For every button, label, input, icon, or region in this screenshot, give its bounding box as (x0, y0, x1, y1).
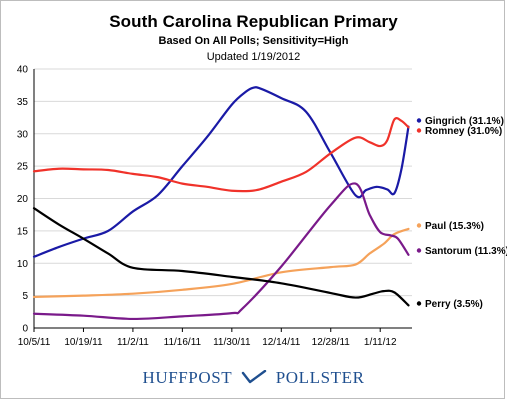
x-tick-label: 10/19/11 (64, 337, 103, 348)
legend-label-romney: Romney (31.0%) (425, 126, 502, 137)
pollster-check-icon (241, 369, 267, 389)
x-tick-label: 1/11/12 (364, 337, 397, 348)
legend-marker-perry (416, 301, 422, 306)
legend-marker-santorum (416, 248, 422, 253)
chart-title: South Carolina Republican Primary (109, 12, 398, 31)
chart-subtitle: Based On All Polls; Sensitivity=High (158, 35, 349, 47)
x-tick-label: 11/2/11 (117, 337, 149, 348)
gridlines (34, 68, 412, 297)
y-tick-label: 20 (17, 194, 29, 205)
title-block: South Carolina Republican Primary Based … (0, 12, 507, 63)
series-legend: Gingrich (31.1%)Romney (31.0%) Paul (15.3… (416, 116, 507, 310)
y-tick-label: 35 (17, 97, 29, 108)
y-tick-label: 25 (17, 162, 29, 173)
huffpost-wordmark: HUFFPOST (142, 368, 232, 387)
y-tick-label: 15 (17, 226, 29, 237)
x-tick-label: 12/14/11 (262, 337, 301, 348)
y-tick-label: 5 (22, 291, 28, 302)
series-line-gingrich (32, 86, 410, 258)
x-tick-label: 10/5/11 (18, 337, 51, 348)
series-line-santorum (32, 182, 410, 321)
y-tick-label: 0 (22, 324, 28, 335)
series-line-romney (32, 117, 410, 193)
series-line-paul (32, 227, 410, 299)
y-tick-label: 10 (17, 259, 29, 270)
x-tick-label: 11/30/11 (213, 337, 251, 348)
legend-label-paul: Paul (15.3%) (425, 221, 484, 232)
y-tick-label: 40 (17, 65, 29, 76)
chart-updated: Updated 1/19/2012 (206, 51, 301, 63)
huffpost-pollster-logo: HUFFPOST POLLSTER (0, 368, 507, 389)
series-line-perry (32, 207, 410, 307)
legend-marker-romney (416, 128, 422, 133)
legend-label-gingrich: Gingrich (31.1%) (425, 116, 504, 127)
legend-marker-gingrich (416, 118, 422, 123)
legend-label-perry: Perry (3.5%) (425, 299, 483, 310)
axes: 0 5 10 15 20 25 30 35 40 10/5/11 10/19/11 11/2/11 11… (17, 65, 412, 348)
x-tick-label: 12/28/11 (312, 337, 351, 348)
legend-label-santorum: Santorum (11.3%) (425, 246, 507, 257)
legend-marker-paul (416, 223, 422, 228)
x-tick-label: 11/16/11 (164, 337, 202, 348)
pollster-wordmark: POLLSTER (275, 368, 365, 387)
series-lines (32, 86, 410, 321)
y-tick-label: 30 (17, 129, 29, 140)
